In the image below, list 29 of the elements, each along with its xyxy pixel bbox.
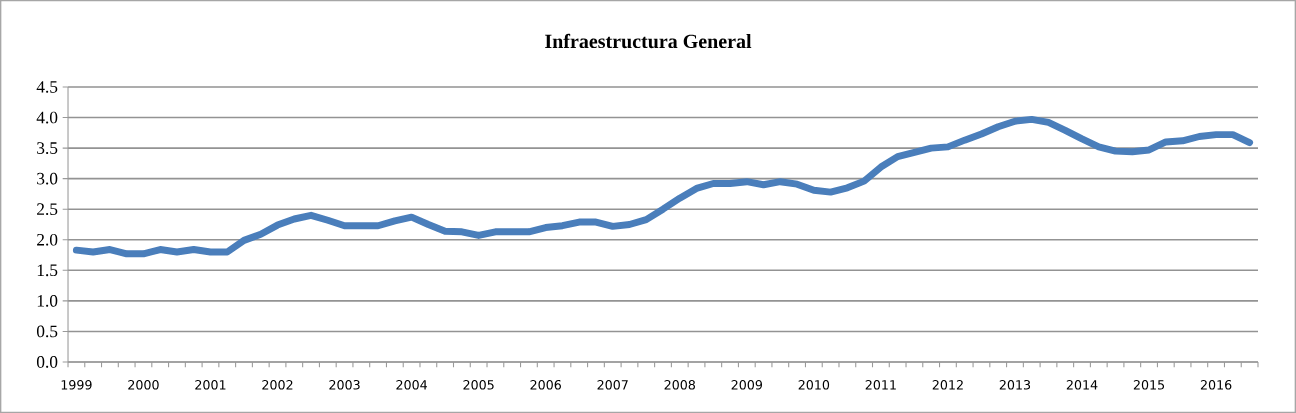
x-tick-label: 2010 [798,380,830,390]
x-tick-label: 2000 [128,380,159,390]
x-tick-label: 2006 [530,380,561,390]
y-tick-label: 3.0 [37,172,58,185]
x-tick-label: 2008 [664,380,696,390]
y-tick-label: 4.0 [36,111,58,124]
y-tick-label: 0.0 [36,356,58,368]
x-tick-label: 2011 [865,380,896,390]
y-tick-label: 1.0 [37,294,58,307]
x-tick-label: 2016 [1200,380,1232,390]
y-tick-label: 2.5 [37,203,58,216]
x-tick-label: 2003 [329,380,360,390]
y-tick-label: 3.5 [37,142,58,154]
chart-title: Infraestructura General [545,33,752,49]
y-tick-label: 1.5 [37,264,58,277]
x-tick-label: 2012 [932,380,963,390]
y-tick-label: 4.5 [36,81,58,93]
x-tick-label: 2013 [999,380,1031,390]
x-tick-label: 2002 [262,380,293,390]
y-tick-label: 0.5 [36,325,58,338]
x-tick-label: 2005 [463,380,494,390]
x-tick-label: 1999 [61,380,92,390]
x-tick-label: 2004 [396,380,428,390]
y-tick-label: 2.0 [37,233,58,246]
x-tick-label: 2015 [1133,380,1165,390]
x-tick-label: 2007 [597,380,628,390]
x-tick-label: 2014 [1066,380,1098,390]
x-tick-label: 2009 [731,380,763,390]
x-tick-label: 2001 [195,380,226,390]
